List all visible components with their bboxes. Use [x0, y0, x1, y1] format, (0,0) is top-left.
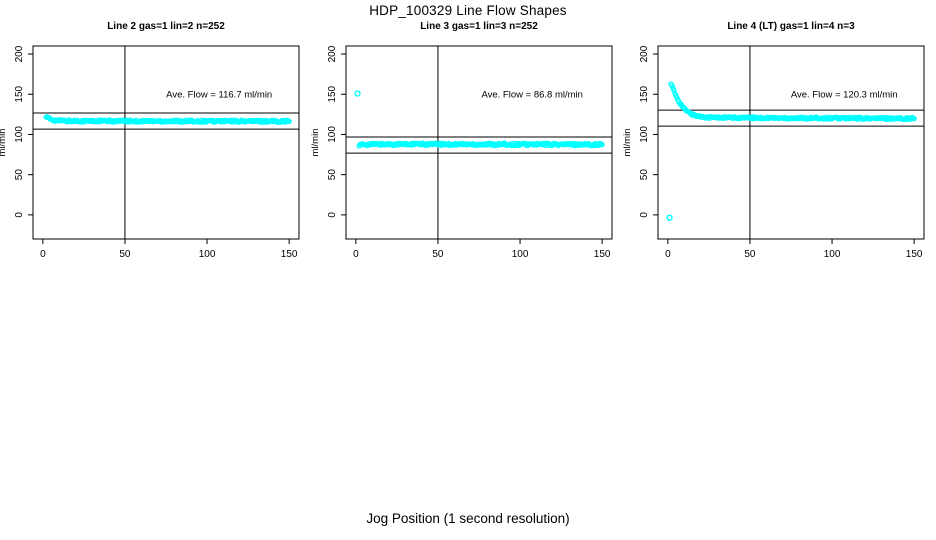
- x-axis-label: Jog Position (1 second resolution): [366, 511, 570, 526]
- svg-text:Ave. Flow = 86.8 ml/min: Ave. Flow = 86.8 ml/min: [481, 89, 582, 100]
- svg-text:150: 150: [594, 249, 611, 260]
- panel-title-line3: Line 3 gas=1 lin=3 n=252: [420, 21, 538, 32]
- svg-text:50: 50: [639, 169, 650, 181]
- figure-title: HDP_100329 Line Flow Shapes: [369, 3, 567, 18]
- svg-text:ml/min: ml/min: [622, 129, 633, 157]
- svg-text:200: 200: [639, 45, 650, 62]
- svg-text:200: 200: [327, 45, 338, 62]
- svg-text:150: 150: [906, 249, 923, 260]
- svg-text:0: 0: [665, 249, 671, 260]
- svg-text:100: 100: [14, 126, 25, 143]
- svg-text:150: 150: [281, 249, 298, 260]
- svg-text:0: 0: [40, 249, 46, 260]
- panel-title-line4: Line 4 (LT) gas=1 lin=4 n=3: [727, 21, 855, 32]
- svg-text:50: 50: [119, 249, 131, 260]
- scatter-plot-line2: 0 50 100 150 0 50 100 150 200 ml/min Ave. Flow = 1…: [0, 45, 300, 260]
- svg-text:200: 200: [14, 45, 25, 62]
- svg-text:100: 100: [512, 249, 529, 260]
- scatter-plot-line4: 0 50 100 150 0 50 100 150 200 ml/min Ave. Flow = 1…: [622, 45, 925, 260]
- svg-text:50: 50: [432, 249, 444, 260]
- svg-text:ml/min: ml/min: [310, 129, 321, 157]
- svg-text:100: 100: [199, 249, 216, 260]
- svg-text:150: 150: [14, 85, 25, 102]
- panel-title-line2: Line 2 gas=1 lin=2 n=252: [107, 21, 225, 32]
- svg-text:Ave. Flow = 120.3 ml/min: Ave. Flow = 120.3 ml/min: [791, 89, 898, 100]
- svg-text:Ave. Flow = 116.7 ml/min: Ave. Flow = 116.7 ml/min: [166, 89, 272, 100]
- scatter-plot-line3: 0 50 100 150 0 50 100 150 200 ml/min Ave. Flow = 8…: [310, 45, 613, 260]
- svg-text:100: 100: [327, 126, 338, 143]
- svg-text:150: 150: [639, 85, 650, 102]
- svg-text:150: 150: [327, 85, 338, 102]
- svg-text:50: 50: [744, 249, 756, 260]
- svg-text:0: 0: [639, 212, 650, 218]
- svg-text:100: 100: [824, 249, 841, 260]
- svg-text:50: 50: [14, 169, 25, 181]
- svg-text:100: 100: [639, 126, 650, 143]
- svg-text:0: 0: [327, 212, 338, 218]
- svg-text:50: 50: [327, 169, 338, 181]
- svg-text:0: 0: [14, 212, 25, 218]
- svg-text:ml/min: ml/min: [0, 129, 8, 157]
- svg-text:0: 0: [353, 249, 359, 260]
